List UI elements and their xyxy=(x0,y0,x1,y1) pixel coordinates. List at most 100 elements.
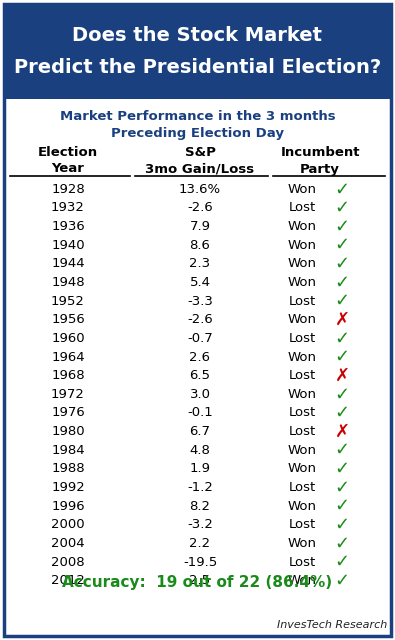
Text: 1.9: 1.9 xyxy=(190,462,211,476)
Text: -19.5: -19.5 xyxy=(183,556,217,568)
Text: 1980: 1980 xyxy=(51,425,85,438)
Text: Won: Won xyxy=(288,462,316,476)
Text: 6.5: 6.5 xyxy=(190,369,211,382)
Text: 2.2: 2.2 xyxy=(190,537,211,550)
Text: ✗: ✗ xyxy=(335,422,350,440)
Text: 1956: 1956 xyxy=(51,313,85,326)
Text: Lost: Lost xyxy=(288,294,316,308)
Text: 1952: 1952 xyxy=(51,294,85,308)
Text: 8.6: 8.6 xyxy=(190,239,211,252)
Text: ✓: ✓ xyxy=(335,273,350,291)
Text: Preceding Election Day: Preceding Election Day xyxy=(111,127,284,140)
Text: Won: Won xyxy=(288,574,316,587)
Text: 2.5: 2.5 xyxy=(190,574,211,587)
Text: 2012: 2012 xyxy=(51,574,85,587)
Text: Won: Won xyxy=(288,388,316,401)
Text: Incumbent: Incumbent xyxy=(280,147,360,159)
Text: -3.2: -3.2 xyxy=(187,518,213,531)
Text: 1948: 1948 xyxy=(51,276,85,289)
Text: ✗: ✗ xyxy=(335,367,350,385)
Text: 2.6: 2.6 xyxy=(190,351,211,364)
Text: Won: Won xyxy=(288,313,316,326)
Text: Lost: Lost xyxy=(288,425,316,438)
Text: Lost: Lost xyxy=(288,556,316,568)
Text: -3.3: -3.3 xyxy=(187,294,213,308)
Text: 1988: 1988 xyxy=(51,462,85,476)
Text: ✓: ✓ xyxy=(335,460,350,478)
Text: 5.4: 5.4 xyxy=(190,276,211,289)
Text: Won: Won xyxy=(288,183,316,196)
Text: 1992: 1992 xyxy=(51,481,85,494)
Text: Won: Won xyxy=(288,537,316,550)
Text: Lost: Lost xyxy=(288,202,316,214)
Text: ✓: ✓ xyxy=(335,572,350,589)
Text: ✓: ✓ xyxy=(335,553,350,571)
Text: 1936: 1936 xyxy=(51,220,85,233)
Text: Market Performance in the 3 months: Market Performance in the 3 months xyxy=(60,111,335,124)
Text: ✓: ✓ xyxy=(335,292,350,310)
Text: 1996: 1996 xyxy=(51,500,85,513)
Text: Lost: Lost xyxy=(288,369,316,382)
Text: Won: Won xyxy=(288,500,316,513)
Text: 2000: 2000 xyxy=(51,518,85,531)
Text: 1944: 1944 xyxy=(51,257,85,270)
Text: 2008: 2008 xyxy=(51,556,85,568)
Text: -2.6: -2.6 xyxy=(187,202,213,214)
Text: Does the Stock Market: Does the Stock Market xyxy=(73,26,322,45)
Text: 1928: 1928 xyxy=(51,183,85,196)
Text: 13.6%: 13.6% xyxy=(179,183,221,196)
Text: 3.0: 3.0 xyxy=(190,388,211,401)
Text: 1984: 1984 xyxy=(51,444,85,457)
Text: Lost: Lost xyxy=(288,332,316,345)
Text: Won: Won xyxy=(288,239,316,252)
Text: ✓: ✓ xyxy=(335,385,350,403)
Text: Accuracy:  19 out of 22 (86.4%): Accuracy: 19 out of 22 (86.4%) xyxy=(62,575,333,590)
Text: ✓: ✓ xyxy=(335,180,350,198)
Text: 1972: 1972 xyxy=(51,388,85,401)
Text: -0.7: -0.7 xyxy=(187,332,213,345)
Text: 1940: 1940 xyxy=(51,239,85,252)
Text: S&P: S&P xyxy=(184,147,215,159)
Text: ✓: ✓ xyxy=(335,330,350,348)
Text: 1932: 1932 xyxy=(51,202,85,214)
Text: Election: Election xyxy=(38,147,98,159)
Text: ✓: ✓ xyxy=(335,479,350,497)
Text: 4.8: 4.8 xyxy=(190,444,211,457)
Text: Won: Won xyxy=(288,257,316,270)
Text: ✓: ✓ xyxy=(335,441,350,460)
Text: Year: Year xyxy=(52,163,85,175)
Text: ✓: ✓ xyxy=(335,199,350,217)
Text: ✓: ✓ xyxy=(335,348,350,366)
Text: Predict the Presidential Election?: Predict the Presidential Election? xyxy=(14,58,381,77)
Text: Won: Won xyxy=(288,276,316,289)
Text: -1.2: -1.2 xyxy=(187,481,213,494)
Text: 7.9: 7.9 xyxy=(190,220,211,233)
Text: ✓: ✓ xyxy=(335,516,350,534)
Text: Party: Party xyxy=(300,163,340,175)
Text: Lost: Lost xyxy=(288,518,316,531)
Text: Won: Won xyxy=(288,444,316,457)
Text: ✓: ✓ xyxy=(335,236,350,254)
Text: Won: Won xyxy=(288,351,316,364)
Text: 3mo Gain/Loss: 3mo Gain/Loss xyxy=(145,163,254,175)
Text: 2004: 2004 xyxy=(51,537,85,550)
Text: InvesTech Research: InvesTech Research xyxy=(277,620,387,630)
Text: Won: Won xyxy=(288,220,316,233)
Bar xyxy=(4,4,391,99)
Text: -0.1: -0.1 xyxy=(187,406,213,419)
Text: 1960: 1960 xyxy=(51,332,85,345)
Text: 8.2: 8.2 xyxy=(190,500,211,513)
Text: ✓: ✓ xyxy=(335,218,350,236)
Text: ✓: ✓ xyxy=(335,404,350,422)
Text: 6.7: 6.7 xyxy=(190,425,211,438)
Text: -2.6: -2.6 xyxy=(187,313,213,326)
Text: 1976: 1976 xyxy=(51,406,85,419)
Text: 2.3: 2.3 xyxy=(190,257,211,270)
Text: Lost: Lost xyxy=(288,481,316,494)
Text: Lost: Lost xyxy=(288,406,316,419)
Text: ✗: ✗ xyxy=(335,311,350,329)
Text: ✓: ✓ xyxy=(335,255,350,273)
Text: ✓: ✓ xyxy=(335,497,350,515)
Text: 1968: 1968 xyxy=(51,369,85,382)
Text: 1964: 1964 xyxy=(51,351,85,364)
